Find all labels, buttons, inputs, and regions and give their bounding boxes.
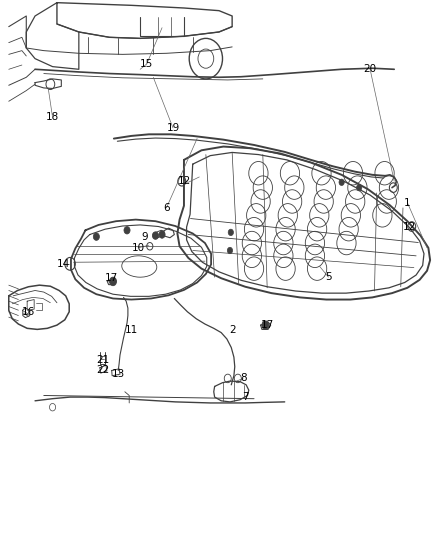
- Text: 14: 14: [57, 259, 70, 269]
- Circle shape: [339, 179, 344, 185]
- Circle shape: [262, 321, 269, 329]
- Text: 18: 18: [46, 112, 59, 122]
- Circle shape: [357, 184, 362, 191]
- Circle shape: [227, 247, 233, 254]
- Text: 16: 16: [22, 307, 35, 317]
- Text: 5: 5: [325, 272, 332, 282]
- Text: 6: 6: [163, 203, 170, 213]
- Text: 9: 9: [141, 232, 148, 242]
- Text: 10: 10: [131, 243, 145, 253]
- Circle shape: [110, 277, 117, 286]
- Text: 11: 11: [125, 326, 138, 335]
- Text: 17: 17: [105, 273, 118, 283]
- Text: 22: 22: [96, 366, 110, 375]
- Text: 17: 17: [261, 320, 274, 330]
- Text: 12: 12: [403, 222, 416, 231]
- Text: 7: 7: [242, 392, 249, 402]
- Circle shape: [228, 229, 233, 236]
- Text: 8: 8: [240, 374, 247, 383]
- Text: 12: 12: [177, 176, 191, 186]
- Text: 1: 1: [404, 198, 411, 207]
- Circle shape: [124, 227, 130, 234]
- Circle shape: [152, 232, 159, 239]
- Text: 13: 13: [112, 369, 125, 379]
- Text: 21: 21: [96, 355, 110, 365]
- Text: 15: 15: [140, 59, 153, 69]
- Circle shape: [93, 233, 99, 240]
- Text: 19: 19: [166, 123, 180, 133]
- Circle shape: [159, 231, 165, 238]
- Text: 20: 20: [364, 64, 377, 74]
- Text: 2: 2: [229, 326, 236, 335]
